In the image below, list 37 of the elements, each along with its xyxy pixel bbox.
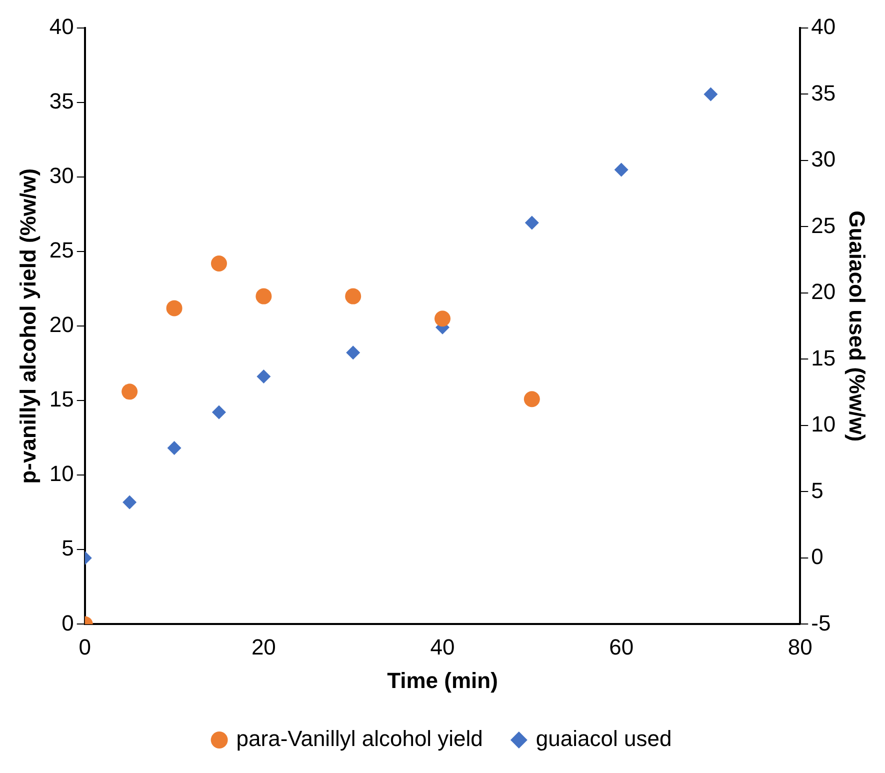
y2-tick-label: 25: [811, 212, 836, 238]
y-tick-label: 5: [62, 536, 74, 561]
y2-tick-label: 0: [811, 544, 824, 570]
point: [524, 216, 539, 230]
point: [212, 405, 226, 420]
y2-tick-label: 30: [811, 146, 836, 172]
y2-tick-label: 5: [811, 478, 824, 503]
legend-label: para-Vanillyl alcohol yield: [236, 726, 483, 752]
y2-tick-label: 15: [811, 345, 836, 370]
point: [122, 495, 137, 510]
y2-tick-label: 10: [811, 412, 836, 437]
point: [614, 162, 628, 177]
y-tick-label: 40: [49, 14, 74, 40]
point: [704, 87, 718, 102]
y-tick-label: 35: [49, 88, 74, 114]
x-tick-label: 60: [609, 634, 634, 660]
y-tick-label: 0: [62, 610, 74, 636]
point: [256, 369, 271, 384]
y2-tick-label: 35: [811, 80, 836, 106]
y-tick-label: 25: [49, 238, 74, 263]
x-tick-label: 80: [788, 634, 812, 660]
y-tick-label: 30: [49, 163, 74, 188]
y2-tick-label: -5: [811, 610, 831, 636]
legend-label: guaiacol used: [536, 726, 672, 752]
y2-axis-title: Guaiacol used (%w/w): [844, 210, 870, 442]
x-tick-label: 20: [251, 634, 276, 660]
y2-tick-label: 40: [811, 14, 836, 40]
x-tick-label: 0: [78, 634, 91, 660]
y-tick-label: 20: [49, 312, 74, 338]
y2-tick-label: 20: [811, 279, 836, 304]
point: [167, 440, 182, 455]
y-axis-title: p-vanillyl alcohol yield (%w/w): [15, 168, 40, 484]
point: [346, 346, 360, 360]
y-tick-label: 10: [49, 461, 74, 486]
x-tick-label: 40: [430, 634, 455, 660]
x-axis-title: Time (min): [387, 668, 498, 693]
y-tick-label: 15: [49, 386, 74, 412]
